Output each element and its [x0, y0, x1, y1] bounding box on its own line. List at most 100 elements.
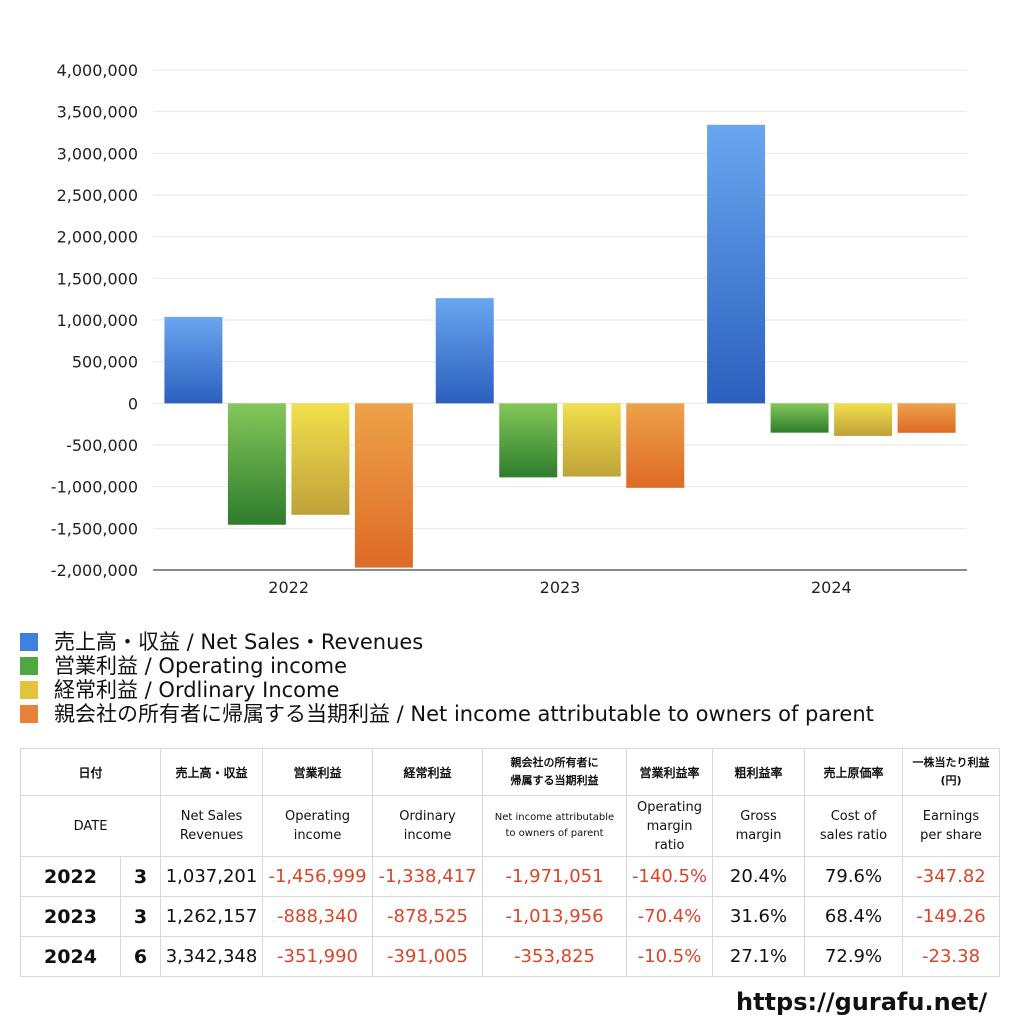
header-ordinary-en-line1: Ordinary [399, 809, 456, 824]
header-sales-en-line2: Revenues [179, 828, 244, 843]
header-eps-ja: 一株当たり利益 (円) [902, 748, 1001, 796]
y-axis-ticks: 4,000,000 3,500,000 3,000,000 2,500,000 2,00… [51, 61, 138, 580]
cell-net-income: -1,971,051 [482, 856, 628, 897]
header-eps-ja-line2: (円) [940, 774, 962, 787]
header-op-margin-ja: 営業利益率 [626, 748, 714, 796]
header-net-income-en-line2: to owners of parent [505, 828, 604, 839]
bar-2024-series-2 [834, 403, 893, 436]
header-net-income-en: Net income attributable to owners of pare… [482, 795, 628, 857]
header-op-margin-en-line1: Operating [637, 799, 703, 815]
y-tick-label: 2,500,000 [57, 186, 138, 205]
legend-item-net-sales: 売上高・収益 / Net Sales・Revenues [20, 630, 1010, 654]
cell-year: 2023 [20, 896, 121, 937]
legend-item-net-income: 親会社の所有者に帰属する当期利益 / Net income attributab… [20, 702, 1010, 726]
table-header-ja: 日付 売上高・収益 営業利益 経常利益 親会社の所有者に 帰属する当期利益 営業利… [19, 748, 1001, 796]
y-tick-label: -2,000,000 [51, 561, 138, 580]
cell-year: 2022 [20, 856, 121, 897]
cell-eps: -23.38 [902, 936, 1001, 977]
cell-gross-margin: 20.4% [712, 856, 806, 897]
header-sales-ja: 売上高・収益 [160, 748, 264, 796]
header-net-income-en-line1: Net income attributable [494, 812, 615, 823]
bar-2022-series-2 [291, 403, 350, 515]
bar-2024-series-0 [707, 124, 766, 404]
y-tick-label: 2,000,000 [57, 228, 138, 247]
x-tick-label: 2022 [268, 578, 309, 597]
header-operating-ja: 営業利益 [262, 748, 374, 796]
y-tick-label: 1,500,000 [57, 269, 138, 288]
cell-net-income: -1,013,956 [482, 896, 628, 937]
header-cost-ratio-en-line2: sales ratio [819, 828, 888, 843]
cell-gross-margin: 27.1% [712, 936, 806, 977]
header-ordinary-ja: 経常利益 [372, 748, 484, 796]
y-tick-label: -1,000,000 [51, 478, 138, 497]
legend-label-net-sales: 売上高・収益 / Net Sales・Revenues [54, 630, 424, 654]
header-operating-en: Operating income [262, 795, 374, 857]
bar-2022-series-0 [164, 316, 223, 404]
cell-sales: 3,342,348 [160, 936, 264, 977]
bar-2022-series-3 [354, 403, 413, 568]
header-operating-en-line2: income [293, 828, 342, 843]
y-tick-label: 3,000,000 [57, 144, 138, 163]
y-tick-label: 500,000 [72, 353, 138, 372]
header-eps-ja-line1: 一株当たり利益 [912, 756, 990, 769]
bars [164, 124, 956, 568]
header-sales-en: Net Sales Revenues [160, 795, 264, 857]
cell-gross-margin: 31.6% [712, 896, 806, 937]
cell-operating: -351,990 [262, 936, 374, 977]
bar-2023-series-2 [562, 403, 621, 477]
header-cost-ratio-en: Cost of sales ratio [804, 795, 904, 857]
cell-operating: -1,456,999 [262, 856, 374, 897]
bar-2024-series-3 [897, 403, 956, 433]
cell-ordinary: -878,525 [372, 896, 484, 937]
header-ordinary-en: Ordinary income [372, 795, 484, 857]
header-net-income-ja-line2: 帰属する当期利益 [510, 774, 599, 787]
bar-2023-series-3 [626, 403, 685, 488]
y-tick-label: 1,000,000 [57, 311, 138, 330]
header-operating-en-line1: Operating [285, 809, 351, 824]
financial-table: 日付 売上高・収益 営業利益 経常利益 親会社の所有者に 帰属する当期利益 営業利… [19, 748, 1001, 977]
table-row: 2023 3 1,262,157 -888,340 -878,525 -1,01… [20, 896, 1001, 937]
header-op-margin-en-line3: ratio [654, 837, 685, 853]
cell-eps: -347.82 [902, 856, 1001, 897]
bar-2023-series-1 [499, 403, 558, 478]
cell-operating: -888,340 [262, 896, 374, 937]
cell-sales: 1,262,157 [160, 896, 264, 937]
cell-eps: -149.26 [902, 896, 1001, 937]
legend-label-net-income: 親会社の所有者に帰属する当期利益 / Net income attributab… [54, 702, 874, 726]
header-sales-en-line1: Net Sales [180, 809, 243, 824]
header-eps-en: Earnings per share [902, 795, 1001, 857]
header-cost-ratio-en-line1: Cost of [830, 809, 877, 824]
y-tick-label: 4,000,000 [57, 61, 138, 80]
table-row: 2022 3 1,037,201 -1,456,999 -1,338,417 -… [20, 856, 1001, 897]
x-axis-ticks: 2022 2023 2024 [268, 578, 851, 597]
cell-net-income: -353,825 [482, 936, 628, 977]
header-gross-margin-en-line1: Gross [740, 809, 777, 824]
header-net-income-ja: 親会社の所有者に 帰属する当期利益 [482, 748, 628, 796]
cell-cost-ratio: 72.9% [804, 936, 904, 977]
table-row: 2024 6 3,342,348 -351,990 -391,005 -353,… [20, 936, 1001, 977]
x-tick-label: 2024 [811, 578, 852, 597]
legend-label-ordinary-income: 経常利益 / Ordlinary Income [54, 678, 340, 702]
cell-month: 3 [119, 856, 162, 897]
legend-swatch-net-sales [20, 633, 38, 651]
cell-month: 6 [119, 936, 162, 977]
header-gross-margin-en: Gross margin [712, 795, 806, 857]
cell-op-margin: -70.4% [626, 896, 714, 937]
legend-label-operating-income: 営業利益 / Operating income [54, 654, 348, 678]
header-eps-en-line2: per share [920, 828, 982, 843]
header-ordinary-en-line2: income [403, 828, 452, 843]
legend-swatch-net-income [20, 705, 38, 723]
header-date-en: DATE [19, 795, 162, 857]
legend-swatch-ordinary-income [20, 681, 38, 699]
header-date-ja: 日付 [19, 748, 162, 796]
bar-2022-series-1 [227, 403, 286, 525]
bar-chart: 4,000,000 3,500,000 3,000,000 2,500,000 2,00… [51, 61, 967, 597]
header-gross-margin-ja: 粗利益率 [712, 748, 806, 796]
cell-ordinary: -1,338,417 [372, 856, 484, 897]
cell-op-margin: -140.5% [626, 856, 714, 897]
site-url[interactable]: https://gurafu.net/ [736, 988, 988, 1016]
y-tick-label: 0 [128, 394, 138, 413]
cell-ordinary: -391,005 [372, 936, 484, 977]
x-tick-label: 2023 [540, 578, 581, 597]
bar-2023-series-0 [435, 298, 494, 404]
